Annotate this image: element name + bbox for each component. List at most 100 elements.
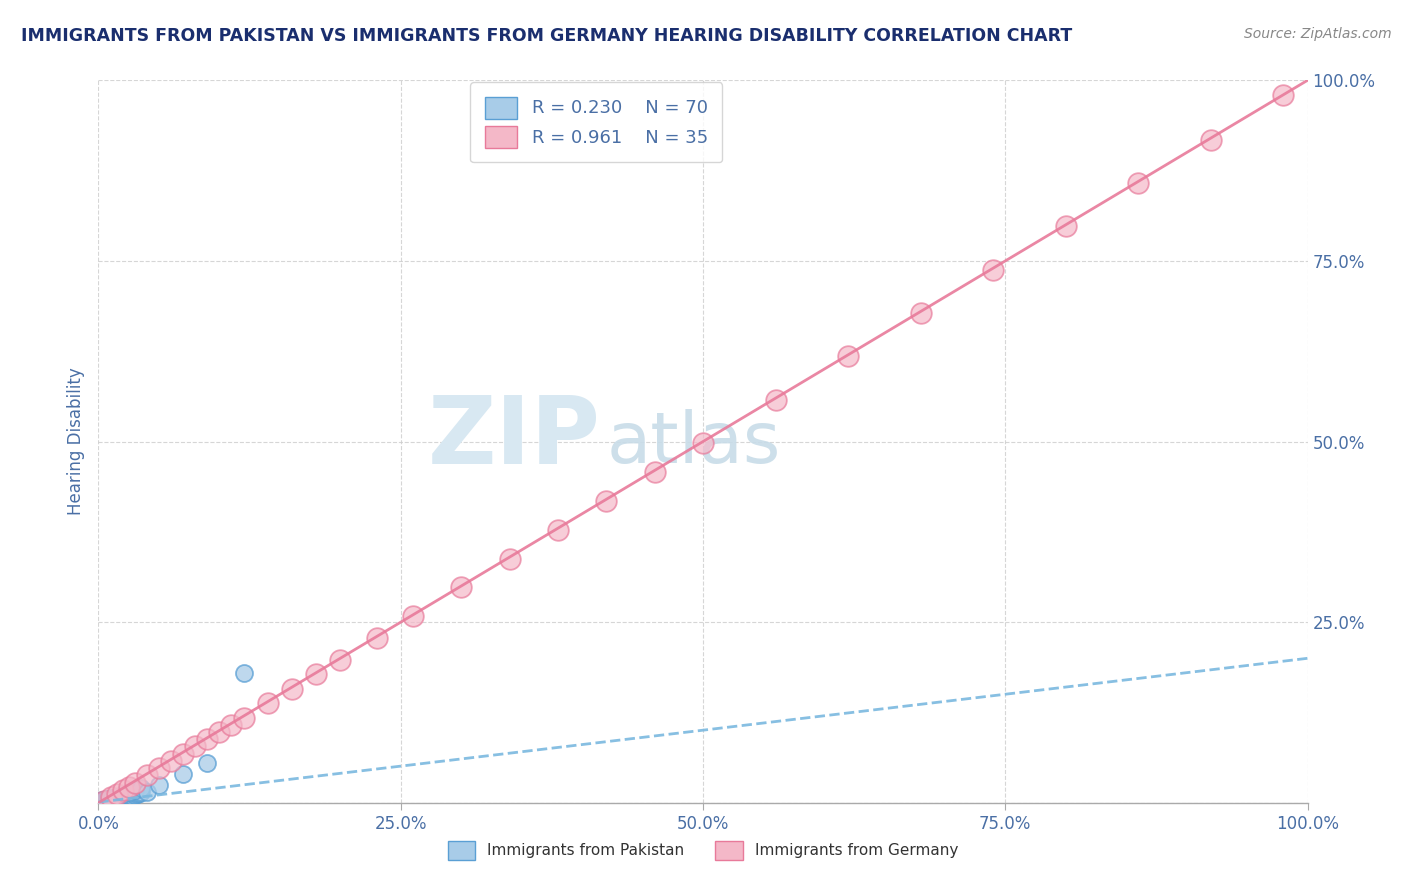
Point: [100, 793, 122, 807]
Point: [115, 789, 138, 804]
Point: [91, 795, 114, 809]
Point: [93, 794, 115, 808]
Point: [98, 793, 121, 807]
Point: [91, 794, 114, 808]
Text: ZIP: ZIP: [427, 392, 600, 484]
Point: [100, 792, 122, 806]
Point: [366, 631, 388, 645]
Point: [91, 794, 114, 808]
Point: [105, 787, 128, 801]
Point: [112, 790, 135, 805]
Point: [97, 794, 120, 808]
Point: [91, 795, 114, 809]
Point: [129, 781, 152, 796]
Point: [103, 793, 125, 807]
Point: [128, 786, 150, 800]
Point: [160, 754, 183, 768]
Text: Source: ZipAtlas.com: Source: ZipAtlas.com: [1244, 27, 1392, 41]
Point: [1272, 87, 1295, 102]
Point: [100, 791, 122, 805]
Point: [101, 794, 124, 808]
Point: [104, 792, 127, 806]
Point: [94, 794, 117, 808]
Point: [96, 793, 118, 807]
Point: [127, 786, 149, 800]
Point: [97, 794, 120, 808]
Point: [94, 792, 117, 806]
Point: [101, 792, 124, 806]
Point: [208, 725, 231, 739]
Point: [90, 795, 112, 809]
Point: [910, 306, 932, 320]
Point: [118, 780, 141, 794]
Point: [91, 794, 114, 808]
Point: [981, 262, 1004, 277]
Point: [108, 791, 131, 805]
Point: [837, 349, 859, 363]
Point: [644, 465, 666, 479]
Point: [595, 493, 617, 508]
Point: [1128, 176, 1150, 190]
Point: [117, 790, 139, 805]
Point: [148, 778, 170, 792]
Point: [98, 792, 121, 806]
Point: [547, 523, 569, 537]
Point: [281, 681, 304, 696]
Point: [111, 787, 134, 801]
Text: atlas: atlas: [606, 409, 780, 478]
Point: [104, 794, 127, 808]
Point: [232, 710, 254, 724]
Point: [450, 581, 472, 595]
Legend: Immigrants from Pakistan, Immigrants from Germany: Immigrants from Pakistan, Immigrants fro…: [440, 833, 966, 867]
Point: [105, 791, 128, 805]
Point: [195, 756, 218, 770]
Point: [120, 788, 142, 802]
Point: [105, 793, 128, 807]
Point: [184, 739, 207, 754]
Point: [172, 767, 194, 781]
Point: [121, 789, 143, 803]
Point: [91, 793, 114, 807]
Point: [100, 794, 122, 808]
Point: [93, 793, 115, 807]
Point: [124, 788, 146, 802]
Point: [110, 790, 132, 805]
Point: [93, 794, 115, 808]
Point: [765, 392, 787, 407]
Point: [124, 775, 146, 789]
Point: [100, 793, 122, 807]
Point: [124, 782, 146, 797]
Point: [93, 794, 115, 808]
Point: [103, 791, 125, 805]
Point: [111, 782, 134, 797]
Point: [148, 761, 170, 775]
Point: [98, 794, 121, 808]
Point: [96, 793, 118, 807]
Point: [1054, 219, 1077, 234]
Point: [100, 790, 122, 805]
Y-axis label: Hearing Disability: Hearing Disability: [66, 368, 84, 516]
Point: [232, 665, 254, 680]
Point: [1199, 132, 1222, 146]
Point: [107, 790, 129, 805]
Point: [94, 794, 117, 808]
Point: [118, 785, 141, 799]
Point: [221, 718, 243, 732]
Point: [96, 794, 118, 808]
Point: [90, 794, 112, 808]
Point: [118, 789, 141, 804]
Point: [305, 667, 328, 681]
Point: [125, 786, 148, 800]
Point: [402, 609, 425, 624]
Point: [256, 696, 278, 710]
Point: [135, 785, 157, 799]
Point: [107, 792, 129, 806]
Point: [105, 790, 128, 805]
Point: [195, 732, 218, 747]
Point: [122, 787, 145, 801]
Point: [111, 791, 134, 805]
Point: [129, 785, 152, 799]
Point: [114, 790, 136, 805]
Point: [108, 792, 131, 806]
Point: [100, 791, 122, 805]
